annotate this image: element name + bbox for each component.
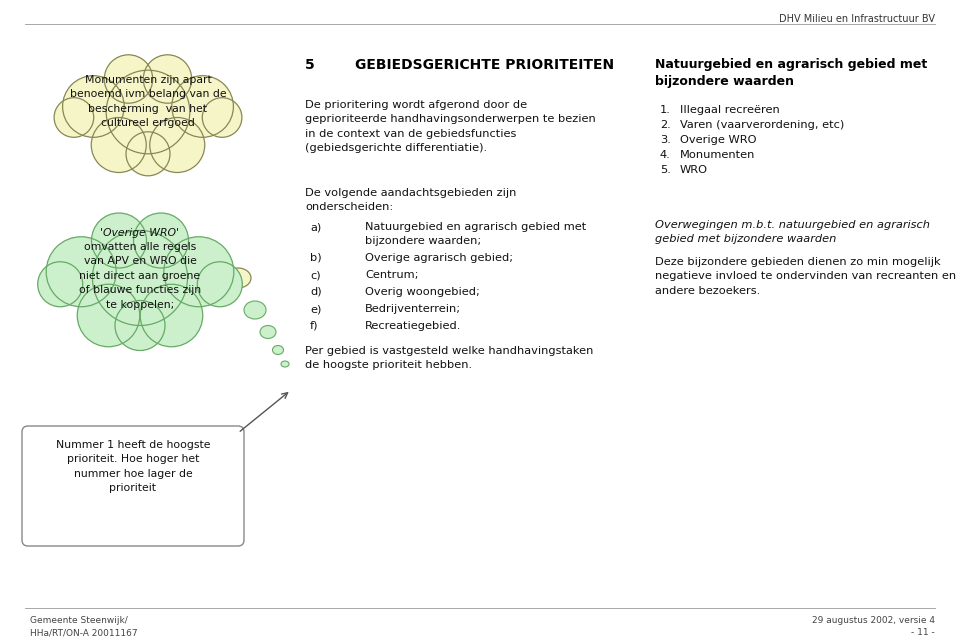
Circle shape xyxy=(198,262,242,307)
Circle shape xyxy=(164,237,234,307)
Ellipse shape xyxy=(273,345,283,354)
Text: Natuurgebied en agrarisch gebied met
bijzondere waarden;: Natuurgebied en agrarisch gebied met bij… xyxy=(365,222,587,246)
Text: 3.: 3. xyxy=(660,135,671,145)
Text: d): d) xyxy=(310,287,322,297)
Circle shape xyxy=(77,284,140,347)
Circle shape xyxy=(107,70,190,154)
Text: 1.: 1. xyxy=(660,105,671,115)
Text: Recreatiegebied.: Recreatiegebied. xyxy=(365,321,462,331)
Text: Overige agrarisch gebied;: Overige agrarisch gebied; xyxy=(365,253,514,263)
Text: f): f) xyxy=(310,321,319,331)
Text: omvatten alle regels
van APV en WRO die
niet direct aan groene
of blauwe functie: omvatten alle regels van APV en WRO die … xyxy=(79,242,201,309)
Circle shape xyxy=(172,76,233,137)
Text: Nummer 1 heeft de hoogste
prioriteit. Hoe hoger het
nummer hoe lager de
priorite: Nummer 1 heeft de hoogste prioriteit. Ho… xyxy=(56,440,210,493)
FancyBboxPatch shape xyxy=(22,426,244,546)
Circle shape xyxy=(91,213,147,268)
Text: e): e) xyxy=(310,304,322,314)
Ellipse shape xyxy=(244,301,266,319)
Ellipse shape xyxy=(281,361,289,367)
Text: GEBIEDSGERICHTE PRIORITEITEN: GEBIEDSGERICHTE PRIORITEITEN xyxy=(355,58,614,72)
Text: 4.: 4. xyxy=(660,150,671,160)
Circle shape xyxy=(92,230,187,325)
Text: 2.: 2. xyxy=(660,120,671,130)
Text: 5.: 5. xyxy=(660,165,671,175)
Text: Overwegingen m.b.t. natuurgebied en agrarisch
gebied met bijzondere waarden: Overwegingen m.b.t. natuurgebied en agra… xyxy=(655,220,930,243)
Circle shape xyxy=(150,117,204,173)
Text: Overig woongebied;: Overig woongebied; xyxy=(365,287,480,297)
Text: 29 augustus 2002, versie 4: 29 augustus 2002, versie 4 xyxy=(812,616,935,625)
Circle shape xyxy=(46,237,116,307)
Text: Natuurgebied en agrarisch gebied met
bijzondere waarden: Natuurgebied en agrarisch gebied met bij… xyxy=(655,58,927,88)
Circle shape xyxy=(140,284,203,347)
Circle shape xyxy=(133,213,188,268)
Text: Deze bijzondere gebieden dienen zo min mogelijk
negatieve invloed te ondervinden: Deze bijzondere gebieden dienen zo min m… xyxy=(655,257,956,296)
Circle shape xyxy=(105,55,153,103)
Circle shape xyxy=(143,55,192,103)
Circle shape xyxy=(203,98,242,137)
Text: Gemeente Steenwijk/: Gemeente Steenwijk/ xyxy=(30,616,128,625)
Text: De volgende aandachtsgebieden zijn
onderscheiden:: De volgende aandachtsgebieden zijn onder… xyxy=(305,188,516,213)
Circle shape xyxy=(126,132,170,176)
Text: Illegaal recreëren: Illegaal recreëren xyxy=(680,105,780,115)
Text: Centrum;: Centrum; xyxy=(365,270,419,280)
Text: Monumenten zijn apart
benoemd ivm belang van de
bescherming  van het
cultureel e: Monumenten zijn apart benoemd ivm belang… xyxy=(70,75,227,128)
Text: 'Overige WRO': 'Overige WRO' xyxy=(101,228,180,238)
Circle shape xyxy=(62,76,124,137)
Circle shape xyxy=(91,117,146,173)
Text: DHV Milieu en Infrastructuur BV: DHV Milieu en Infrastructuur BV xyxy=(779,14,935,24)
Ellipse shape xyxy=(260,325,276,338)
Text: a): a) xyxy=(310,222,322,232)
Text: 5: 5 xyxy=(305,58,315,72)
Text: Per gebied is vastgesteld welke handhavingstaken
de hoogste prioriteit hebben.: Per gebied is vastgesteld welke handhavi… xyxy=(305,346,593,370)
Text: De prioritering wordt afgerond door de
geprioriteerde handhavingsonderwerpen te : De prioritering wordt afgerond door de g… xyxy=(305,100,596,153)
Circle shape xyxy=(37,262,83,307)
Text: Monumenten: Monumenten xyxy=(680,150,756,160)
Ellipse shape xyxy=(225,268,251,288)
Text: Overige WRO: Overige WRO xyxy=(680,135,756,145)
Text: Bedrijventerrein;: Bedrijventerrein; xyxy=(365,304,461,314)
Text: HHa/RT/ON-A 20011167: HHa/RT/ON-A 20011167 xyxy=(30,628,137,637)
Text: WRO: WRO xyxy=(680,165,708,175)
Circle shape xyxy=(54,98,94,137)
Text: c): c) xyxy=(310,270,321,280)
Text: - 11 -: - 11 - xyxy=(911,628,935,637)
Text: b): b) xyxy=(310,253,322,263)
Circle shape xyxy=(115,300,165,351)
Text: Varen (vaarverordening, etc): Varen (vaarverordening, etc) xyxy=(680,120,844,130)
